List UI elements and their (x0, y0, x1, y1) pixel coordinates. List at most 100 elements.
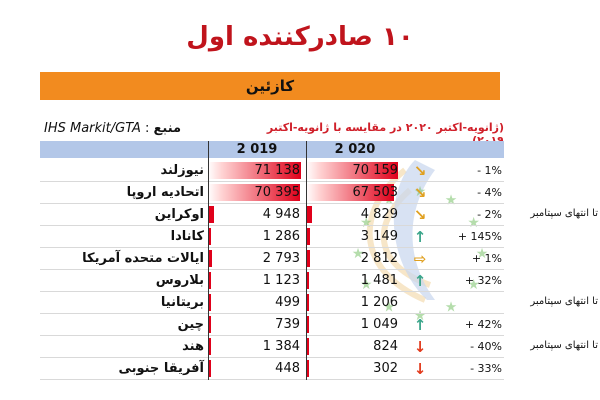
country-label: ایالات متحده آمریکا (82, 251, 204, 266)
change-percent: - 2% (477, 208, 502, 221)
row-divider (40, 335, 504, 336)
row-divider (40, 225, 504, 226)
period-footnote: تا انتهای سپتامبر (530, 208, 598, 219)
trend-arrow-icon: ↘ (413, 184, 427, 202)
bar-2020 (306, 360, 309, 377)
country-label: نیوزلند (160, 163, 204, 178)
source-label: منبع (153, 121, 182, 136)
country-label: چین (177, 317, 204, 332)
bar-2020 (306, 338, 309, 355)
value-2020: 3 149 (360, 229, 398, 244)
bar-2020 (306, 294, 309, 311)
emblem-star-icon: ★ (467, 277, 480, 293)
value-2020: 2 812 (360, 251, 398, 266)
value-2019: 739 (275, 317, 300, 332)
value-2020: 70 159 (352, 163, 399, 178)
row-divider (40, 203, 504, 204)
bar-2020 (306, 272, 309, 289)
value-2019: 1 384 (262, 339, 300, 354)
column-divider (208, 141, 209, 380)
source-line: IHS Markit/GTA : منبع (44, 121, 187, 136)
trend-arrow-icon: ↘ (413, 162, 427, 180)
bar-2019 (208, 294, 211, 311)
trend-arrow-icon: ↑ (413, 228, 427, 246)
change-percent: + 32% (464, 274, 502, 287)
value-2019: 499 (275, 295, 300, 310)
value-2020: 1 481 (360, 273, 398, 288)
emblem-star-icon: ★ (467, 215, 480, 231)
eu-ukraine-emblem: ★★★★★★★★★★★★ (352, 160, 489, 324)
row-divider (40, 313, 504, 314)
trend-arrow-icon: ↓ (413, 360, 427, 378)
value-2019: 4 948 (262, 207, 300, 222)
emblem-star-icon: ★ (360, 277, 373, 293)
period-footnote: تا انتهای سپتامبر (530, 340, 598, 351)
country-label: اتحادیه اروپا (126, 185, 204, 200)
value-2019: 1 123 (262, 273, 300, 288)
value-2020: 4 829 (360, 207, 398, 222)
trend-arrow-icon: ↑ (413, 272, 427, 290)
emblem-star-icon: ★ (383, 300, 396, 316)
page-title: ۱۰ صادرکننده اول (186, 22, 414, 52)
emblem-star-icon: ★ (360, 215, 373, 231)
change-percent: - 4% (477, 186, 502, 199)
value-2020: 1 049 (360, 317, 398, 332)
trend-arrow-icon: ↘ (413, 206, 427, 224)
column-divider (306, 141, 307, 380)
bar-2019 (208, 338, 211, 355)
value-2019: 70 395 (254, 185, 301, 200)
bar-2019 (208, 184, 300, 201)
header-2019: 2 019 (208, 141, 306, 158)
trend-arrow-icon: ↓ (413, 338, 427, 356)
row-divider (40, 181, 504, 182)
bar-2020 (306, 250, 310, 267)
source-separator: : (145, 121, 154, 136)
change-percent: + 145% (457, 230, 502, 243)
bar-2020 (306, 162, 398, 179)
country-label: بریتانیا (160, 295, 204, 310)
header-2020: 2 020 (306, 141, 404, 158)
bar-2019 (208, 316, 211, 333)
country-label: آفریقا جنوبی (118, 361, 204, 376)
change-percent: + 1% (471, 252, 502, 265)
row-divider (40, 291, 504, 292)
bar-2020 (306, 316, 309, 333)
source-text: IHS Markit/GTA (44, 121, 141, 136)
value-2019: 2 793 (262, 251, 300, 266)
country-label: کانادا (170, 229, 204, 244)
value-2020: 67 503 (352, 185, 399, 200)
trend-arrow-icon: ⇨ (413, 250, 427, 268)
change-percent: - 1% (477, 164, 502, 177)
country-label: هند (182, 339, 204, 354)
value-2020: 1 206 (360, 295, 398, 310)
change-percent: - 40% (470, 340, 502, 353)
value-2019: 1 286 (262, 229, 300, 244)
period-note: (ژانویه-اکتبر ۲۰۲۰ در مقایسه با ژانویه-ا… (266, 121, 504, 147)
row-divider (40, 247, 504, 248)
row-divider (40, 379, 504, 380)
bar-2019 (208, 162, 301, 179)
country-label: اوکراین (154, 207, 204, 222)
emblem-star-icon: ★ (445, 192, 458, 208)
emblem-star-icon: ★ (352, 246, 365, 262)
bar-2019 (208, 206, 214, 223)
bar-2020 (306, 206, 312, 223)
bar-2020 (306, 228, 310, 245)
emblem-star-icon: ★ (445, 300, 458, 316)
country-label: بلاروس (155, 273, 204, 288)
value-2020: 824 (373, 339, 398, 354)
value-2019: 71 138 (254, 163, 301, 178)
period-footnote: تا انتهای سپتامبر (530, 296, 598, 307)
product-band: کازئین (40, 72, 500, 100)
trend-arrow-icon: ↑ (413, 316, 427, 334)
value-2019: 448 (275, 361, 300, 376)
value-2020: 302 (373, 361, 398, 376)
bar-2020 (306, 184, 394, 201)
emblem-star-icon: ★ (476, 246, 489, 262)
emblem-star-icon: ★ (414, 308, 427, 324)
bar-2019 (208, 272, 211, 289)
row-divider (40, 357, 504, 358)
change-percent: + 42% (464, 318, 502, 331)
bar-2019 (208, 250, 212, 267)
bar-2019 (208, 228, 211, 245)
